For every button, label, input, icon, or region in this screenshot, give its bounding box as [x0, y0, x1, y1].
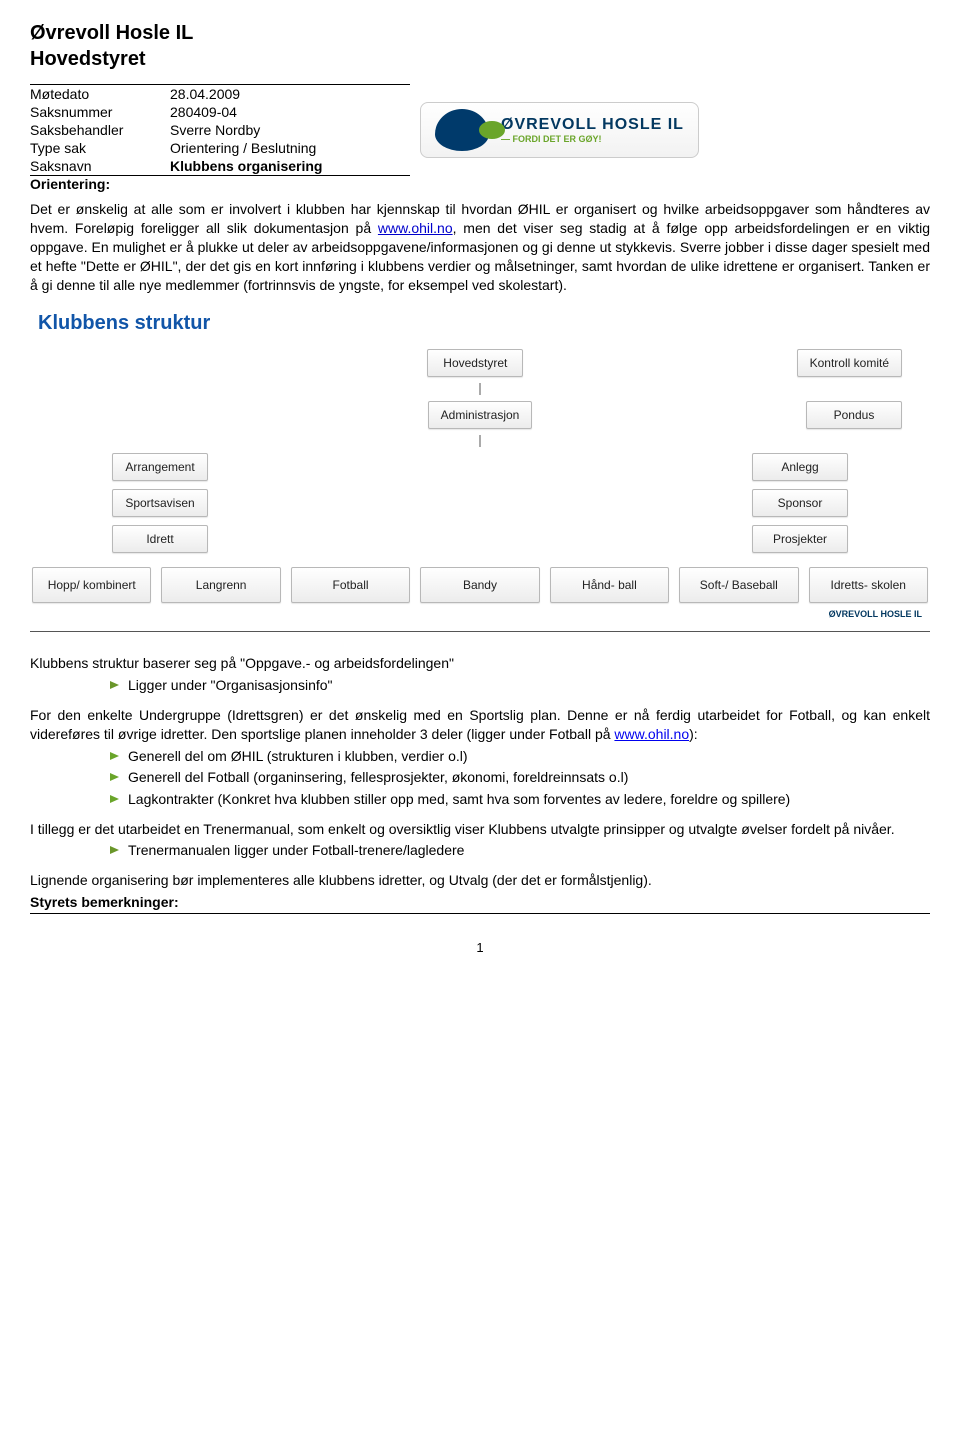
- node-prosjekter: Prosjekter: [752, 525, 848, 553]
- node-hovedstyret: Hovedstyret: [427, 349, 523, 377]
- meta-label: Møtedato: [30, 86, 170, 102]
- node-arrangement: Arrangement: [112, 453, 208, 481]
- connector: [479, 383, 481, 395]
- meta-row-item: SaksbehandlerSverre Nordby: [30, 121, 410, 139]
- node-kontroll-komite: Kontroll komité: [797, 349, 902, 377]
- diagram-mini-logo: ØVREVOLL HOSLE IL: [32, 609, 922, 619]
- meta-value: Orientering / Beslutning: [170, 140, 316, 156]
- logo-text-sub: — FORDI DET ER GØY!: [501, 134, 684, 144]
- logo-cell: ØVREVOLL HOSLE IL — FORDI DET ER GØY!: [410, 84, 930, 176]
- node-sportsavisen: Sportsavisen: [112, 489, 208, 517]
- meta-label: Type sak: [30, 140, 170, 156]
- orientering-heading: Orientering:: [30, 176, 930, 192]
- styrets-bemerkninger-heading: Styrets bemerkninger:: [30, 894, 930, 914]
- org-subtitle: Hovedstyret: [30, 46, 930, 72]
- meta-label: Saksnummer: [30, 104, 170, 120]
- paragraph-3a: For den enkelte Undergruppe (Idrettsgren…: [30, 707, 930, 743]
- org-name: Øvrevoll Hosle IL: [30, 20, 930, 46]
- paragraph-5: Lignende organisering bør implementeres …: [30, 871, 930, 891]
- meta-label: Saksbehandler: [30, 122, 170, 138]
- meta-row: Møtedato28.04.2009 Saksnummer280409-04 S…: [30, 84, 930, 176]
- meta-value: 280409-04: [170, 104, 237, 120]
- bullet-list-org: Ligger under "Organisasjonsinfo": [30, 676, 930, 696]
- node-anlegg: Anlegg: [752, 453, 848, 481]
- paragraph-1: Det er ønskelig at alle som er involvert…: [30, 200, 930, 294]
- meta-row-item: Møtedato28.04.2009: [30, 85, 410, 103]
- bullet-list-trenermanual: Trenermanualen ligger under Fotball-tren…: [30, 841, 930, 861]
- meta-table: Møtedato28.04.2009 Saksnummer280409-04 S…: [30, 84, 410, 176]
- bullet-list-plan: Generell del om ØHIL (strukturen i klubb…: [30, 747, 930, 810]
- list-item: Ligger under "Organisasjonsinfo": [110, 676, 930, 696]
- mini-logo-text: ØVREVOLL HOSLE IL: [829, 609, 922, 619]
- document-header: Øvrevoll Hosle IL Hovedstyret: [30, 20, 930, 72]
- node-sponsor: Sponsor: [752, 489, 848, 517]
- meta-value: 28.04.2009: [170, 86, 240, 102]
- link-ohil-2[interactable]: www.ohil.no: [614, 726, 689, 742]
- meta-row-item: Saksnummer280409-04: [30, 103, 410, 121]
- node-hopp-kombinert: Hopp/ kombinert: [32, 567, 151, 603]
- paragraph-3b: ):: [689, 726, 698, 742]
- node-handball: Hånd- ball: [550, 567, 669, 603]
- connector: [479, 435, 481, 447]
- list-item: Generell del om ØHIL (strukturen i klubb…: [110, 747, 930, 767]
- meta-row-item: SaksnavnKlubbens organisering: [30, 157, 410, 175]
- bottom-row: Hopp/ kombinert Langrenn Fotball Bandy H…: [32, 567, 928, 603]
- list-item: Lagkontrakter (Konkret hva klubben still…: [110, 790, 930, 810]
- node-softball: Soft-/ Baseball: [679, 567, 798, 603]
- node-idrett: Idrett: [112, 525, 208, 553]
- paragraph-4: I tillegg er det utarbeidet en Trenerman…: [30, 820, 930, 840]
- page-number: 1: [30, 940, 930, 955]
- link-ohil-1[interactable]: www.ohil.no: [378, 220, 453, 236]
- paragraph-2: Klubbens struktur baserer seg på "Oppgav…: [30, 654, 930, 674]
- meta-label: Saksnavn: [30, 158, 170, 174]
- node-administrasjon: Administrasjon: [428, 401, 533, 429]
- logo-badge-icon: [435, 109, 489, 151]
- node-fotball: Fotball: [291, 567, 410, 603]
- meta-value: Klubbens organisering: [170, 158, 322, 174]
- node-langrenn: Langrenn: [161, 567, 280, 603]
- paragraph-3: For den enkelte Undergruppe (Idrettsgren…: [30, 706, 930, 745]
- node-idrettsskolen: Idretts- skolen: [809, 567, 928, 603]
- list-item: Trenermanualen ligger under Fotball-tren…: [110, 841, 930, 861]
- org-chart-diagram: Klubbens struktur Hovedstyret Kontroll k…: [30, 312, 930, 632]
- left-stack: Arrangement Sportsavisen Idrett: [112, 453, 208, 553]
- meta-row-item: Type sakOrientering / Beslutning: [30, 139, 410, 157]
- node-bandy: Bandy: [420, 567, 539, 603]
- club-logo: ØVREVOLL HOSLE IL — FORDI DET ER GØY!: [420, 102, 699, 158]
- diagram-title: Klubbens struktur: [38, 312, 930, 335]
- node-pondus: Pondus: [806, 401, 902, 429]
- meta-value: Sverre Nordby: [170, 122, 260, 138]
- list-item: Generell del Fotball (organinsering, fel…: [110, 768, 930, 788]
- logo-text-main: ØVREVOLL HOSLE IL: [501, 116, 684, 134]
- right-stack: Anlegg Sponsor Prosjekter: [752, 453, 848, 553]
